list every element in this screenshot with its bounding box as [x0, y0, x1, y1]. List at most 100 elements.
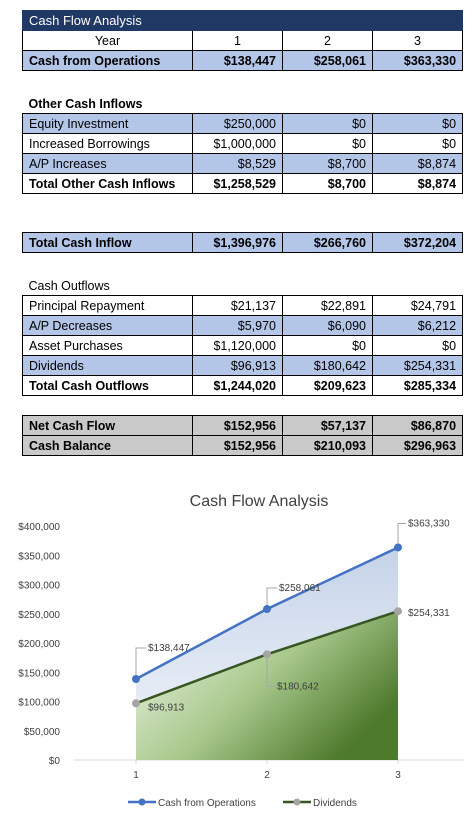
value-cell[interactable]: $152,956: [192, 415, 283, 436]
row-label[interactable]: Increased Borrowings: [22, 133, 193, 154]
y-tick-label: $0: [49, 756, 61, 767]
x-tick-label: 2: [264, 770, 270, 781]
legend-label: Cash from Operations: [158, 798, 256, 809]
data-label: $258,061: [279, 583, 321, 594]
year-cell[interactable]: 3: [371, 30, 464, 51]
value-cell[interactable]: $6,212: [371, 315, 464, 336]
value-cell[interactable]: $209,623: [282, 375, 373, 396]
y-tick-label: $400,000: [18, 522, 60, 533]
value-cell[interactable]: $180,642: [282, 355, 373, 376]
row-label[interactable]: Total Cash Inflow: [22, 232, 193, 253]
value-cell[interactable]: $96,913: [192, 355, 283, 376]
other-inflows-heading-row: Other Cash Inflows: [23, 90, 463, 114]
value-cell[interactable]: $0: [371, 113, 464, 134]
section-heading[interactable]: Cash Outflows: [28, 278, 110, 293]
x-axis: 1 2 3: [74, 759, 464, 781]
value-cell[interactable]: $57,137: [282, 415, 373, 436]
row-label[interactable]: Dividends: [22, 355, 193, 376]
value-cell[interactable]: $363,330: [371, 50, 464, 71]
value-cell[interactable]: $258,061: [282, 50, 373, 71]
value-cell[interactable]: $5,970: [192, 315, 283, 336]
y-tick-label: $300,000: [18, 581, 60, 592]
data-label: $138,447: [148, 643, 190, 654]
leader-line: [266, 587, 277, 606]
net-cash-flow-row: Net Cash Flow $152,956 $57,137 $86,870: [22, 415, 464, 436]
data-label: $96,913: [148, 702, 185, 713]
value-cell[interactable]: $1,244,020: [192, 375, 283, 396]
row-label[interactable]: A/P Decreases: [22, 315, 193, 336]
value-cell[interactable]: $22,891: [282, 295, 373, 316]
data-label: $180,642: [277, 681, 319, 692]
value-cell[interactable]: $1,396,976: [192, 232, 283, 253]
value-cell[interactable]: $296,963: [371, 435, 464, 456]
leader-line: [135, 647, 146, 676]
value-cell[interactable]: $210,093: [282, 435, 373, 456]
legend-marker: [138, 798, 146, 806]
sheet-title[interactable]: Cash Flow Analysis: [21, 10, 464, 31]
value-cell[interactable]: $8,700: [282, 153, 373, 174]
row-label[interactable]: Total Other Cash Inflows: [22, 173, 193, 194]
value-cell[interactable]: $8,529: [192, 153, 283, 174]
value-cell[interactable]: $0: [282, 335, 373, 356]
table-row: Dividends $96,913 $180,642 $254,331: [22, 355, 464, 376]
section-heading[interactable]: Other Cash Inflows: [28, 96, 143, 111]
value-cell[interactable]: $266,760: [282, 232, 373, 253]
value-cell[interactable]: $0: [371, 335, 464, 356]
y-tick-label: $100,000: [18, 698, 60, 709]
value-cell[interactable]: $1,120,000: [192, 335, 283, 356]
value-cell[interactable]: $0: [371, 133, 464, 154]
value-cell[interactable]: $6,090: [282, 315, 373, 336]
value-cell[interactable]: $21,137: [192, 295, 283, 316]
row-label[interactable]: Equity Investment: [22, 113, 193, 134]
value-cell[interactable]: $0: [282, 133, 373, 154]
value-cell[interactable]: $138,447: [192, 50, 283, 71]
x-tick-label: 1: [133, 770, 139, 781]
data-labels: $138,447 $258,061 $363,330 $96,913 $180,642 $…: [135, 518, 450, 713]
value-cell[interactable]: $86,870: [371, 415, 464, 436]
value-cell[interactable]: $1,000,000: [192, 133, 283, 154]
dividends-point: [394, 607, 402, 616]
outflows-heading-row: Cash Outflows: [23, 272, 463, 296]
table-row: A/P Decreases $5,970 $6,090 $6,212: [22, 315, 464, 336]
value-cell[interactable]: $254,331: [371, 355, 464, 376]
row-label[interactable]: A/P Increases: [22, 153, 193, 174]
total-other-inflows-row: Total Other Cash Inflows $1,258,529 $8,7…: [22, 173, 464, 194]
value-cell[interactable]: $152,956: [192, 435, 283, 456]
row-label[interactable]: Net Cash Flow: [22, 415, 193, 436]
row-label[interactable]: Cash from Operations: [22, 50, 193, 71]
legend-marker: [293, 798, 301, 806]
legend[interactable]: Cash from Operations Dividends: [128, 798, 357, 809]
chart-area[interactable]: Cash Flow Analysis $0 $50,000 $100,000 $150…: [0, 480, 474, 818]
spreadsheet: Cash Flow Analysis Year 1 2 3 Cash from …: [21, 10, 464, 456]
y-tick-label: $250,000: [18, 610, 60, 621]
row-label[interactable]: Cash Balance: [22, 435, 193, 456]
value-cell[interactable]: $8,700: [282, 173, 373, 194]
year-cell[interactable]: 2: [282, 30, 373, 51]
table-row: Increased Borrowings $1,000,000 $0 $0: [22, 133, 464, 154]
dividends-point: [132, 699, 140, 708]
operations-point: [394, 543, 402, 552]
value-cell[interactable]: $372,204: [371, 232, 464, 253]
row-label[interactable]: Asset Purchases: [22, 335, 193, 356]
year-label[interactable]: Year: [22, 30, 193, 51]
operations-row: Cash from Operations $138,447 $258,061 $…: [22, 50, 464, 71]
series-lines: [132, 543, 402, 708]
row-label[interactable]: Principal Repayment: [22, 295, 193, 316]
y-tick-label: $350,000: [18, 551, 60, 562]
leader-line: [266, 650, 275, 687]
operations-point: [132, 675, 140, 684]
value-cell[interactable]: $285,334: [371, 375, 464, 396]
cash-flow-chart[interactable]: Cash Flow Analysis $0 $50,000 $100,000 $150…: [0, 480, 474, 818]
value-cell[interactable]: $1,258,529: [192, 173, 283, 194]
total-inflow-row: Total Cash Inflow $1,396,976 $266,760 $3…: [22, 232, 464, 253]
row-label[interactable]: Total Cash Outflows: [22, 375, 193, 396]
value-cell[interactable]: $8,874: [371, 153, 464, 174]
value-cell[interactable]: $250,000: [192, 113, 283, 134]
value-cell[interactable]: $0: [282, 113, 373, 134]
year-row: Year 1 2 3: [22, 30, 464, 51]
value-cell[interactable]: $24,791: [371, 295, 464, 316]
y-axis: $0 $50,000 $100,000 $150,000 $200,000 $250,00…: [18, 522, 60, 767]
total-outflows-row: Total Cash Outflows $1,244,020 $209,623 …: [22, 375, 464, 396]
value-cell[interactable]: $8,874: [371, 173, 464, 194]
year-cell[interactable]: 1: [192, 30, 283, 51]
